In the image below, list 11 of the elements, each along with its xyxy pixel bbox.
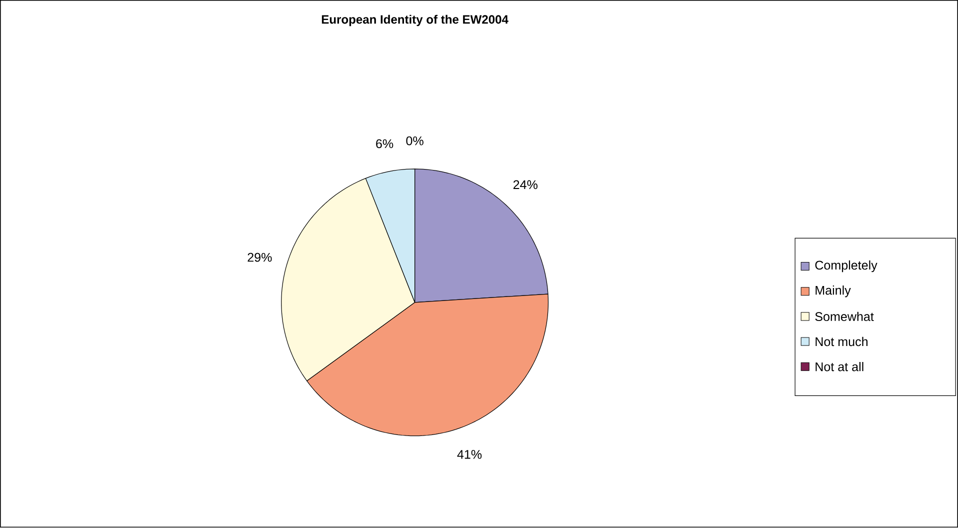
- data-label: 29%: [248, 253, 272, 262]
- legend-label: Mainly: [816, 286, 851, 298]
- legend-label: Completely: [815, 260, 878, 272]
- legend-label: Not much: [816, 337, 868, 346]
- chart-title: European Identity of the EW2004: [322, 15, 508, 26]
- text: 0%: [406, 136, 424, 146]
- data-label: 6%: [376, 139, 394, 148]
- data-label: 41%: [457, 450, 482, 459]
- data-label: 24%: [513, 180, 538, 190]
- legend-label: Somewhat: [815, 312, 874, 322]
- legend-label: Not at all: [816, 362, 864, 372]
